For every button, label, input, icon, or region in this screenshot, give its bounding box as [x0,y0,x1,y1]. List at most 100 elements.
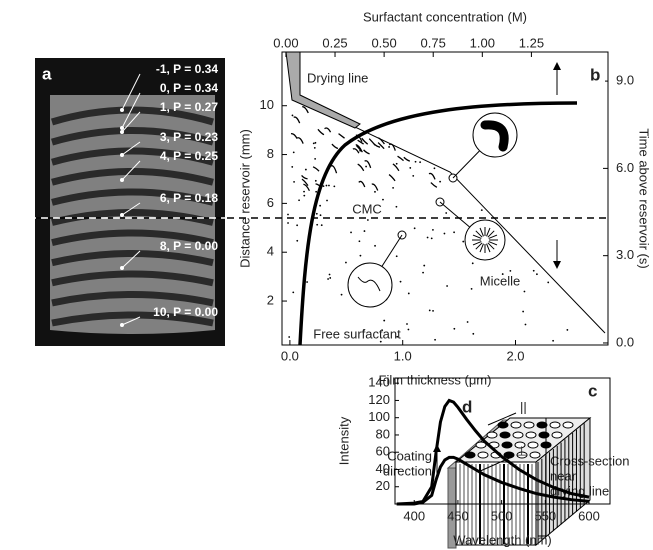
surfactant [326,185,328,187]
y-tick-label: 2 [267,292,274,307]
surfactant [406,323,408,325]
thickness-curve [300,103,577,345]
dot [120,323,124,327]
y-axis-title: Intensity [336,416,351,465]
panel-letter: b [590,65,600,84]
surfactant [471,288,473,290]
surfactant [432,229,434,231]
surfactant [396,163,398,165]
coating-label: direction [383,463,432,478]
surfactant [429,310,431,312]
worm-micelle [429,173,435,179]
x2-tick-label: 0.25 [322,35,347,50]
y-tick-label: 6 [267,195,274,210]
surfactant [467,321,469,323]
micelle [478,452,488,458]
down-arrowhead [553,261,561,269]
drying-region [286,52,360,128]
worm-micelle [294,117,300,123]
worm-micelle [332,144,338,148]
surfactant [427,237,429,239]
micelle [526,432,536,438]
layer-label: -1, P = 0.34 [156,62,218,76]
worm-micelle [358,164,364,171]
figure: a -1, P = 0.340, P = 0.341, P = 0.273, P… [0,0,653,550]
worm-micelle [339,134,345,139]
layer-label: 1, P = 0.27 [160,100,218,114]
film-edge [298,100,605,333]
worm-micelle [303,184,309,190]
worm-micelle [302,175,308,178]
surfactant [350,232,352,234]
x-tick-label: 400 [403,508,425,523]
zoom [473,113,517,157]
worm-micelle [297,138,303,144]
x2-tick-label: 1.00 [470,35,495,50]
surfactant [547,282,549,284]
surfactant [359,240,361,242]
dot [120,126,124,130]
dot [120,213,124,217]
surfactant [341,294,343,296]
x-tick-label: 450 [447,508,469,523]
micelle [500,432,510,438]
surfactant [288,336,290,338]
y-tick-label: 120 [368,392,390,407]
y-tick-label: 10 [260,97,274,112]
surfactant [444,233,446,235]
surfactant [314,158,316,160]
surfactant [509,270,511,272]
surfactant [315,180,317,182]
surfactant [392,187,394,189]
surfactant [323,185,325,187]
surfactant [434,167,436,169]
x-tick-label: 550 [534,508,556,523]
panel-letter: a [42,64,52,83]
annotation: Micelle [480,273,520,288]
surfactant [293,151,295,153]
surfactant [409,167,411,169]
dot [120,130,124,134]
surfactant [552,340,554,342]
micelle [552,432,562,438]
surfactant [472,333,474,335]
up-arrowhead [553,62,561,70]
surfactant [434,339,436,341]
cross-section-label: Cross-section [550,453,629,468]
dot [120,108,124,112]
surfactant [359,150,361,152]
worm-micelle [389,144,395,151]
surfactant [453,231,455,233]
surfactant [303,195,305,197]
layer-label: 4, P = 0.25 [160,149,218,163]
x-tick-label: 600 [578,508,600,523]
worm-micelle [372,184,378,190]
y-tick-label: 140 [368,375,390,390]
micelle [487,432,497,438]
y2-tick-label: 3.0 [616,247,634,262]
layer-label: 6, P = 0.18 [160,191,218,205]
worm-micelle [431,183,437,188]
panel-d: d CoatingdirectionCross-sectionneardryin… [383,397,630,548]
surfactant [305,169,307,171]
dot [120,178,124,182]
surfactant [414,227,416,229]
micelle [528,442,538,448]
x2-tick-label: 0.50 [371,35,396,50]
surfactant [453,328,455,330]
plot-frame [282,52,608,345]
x2-axis-title: Surfactant concentration (M) [363,9,527,24]
surfactant [374,191,376,193]
y-axis-title: Distance reservoir (mm) [237,129,252,268]
worm-micelle [353,149,359,153]
annotation: Free surfactant [313,326,401,341]
series-label: ⊥ [516,443,527,458]
surfactant [439,181,441,183]
surfactant [388,146,390,148]
surfactant [533,270,535,272]
micelle [541,442,551,448]
surfactant [432,310,434,312]
surfactant [315,142,317,144]
worm-micelle [389,175,395,181]
x-tick-label: 1.0 [394,348,412,363]
